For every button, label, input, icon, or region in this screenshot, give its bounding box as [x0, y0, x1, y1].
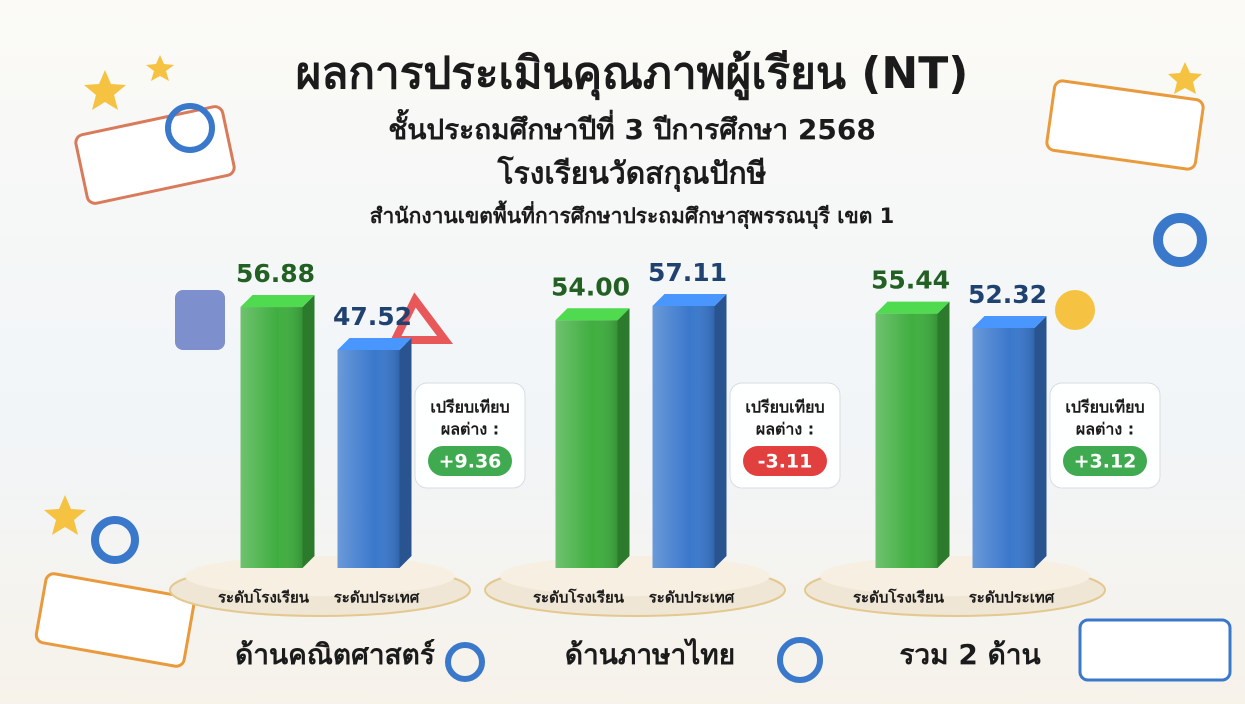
bar-top	[875, 301, 950, 314]
bar-shine	[337, 349, 400, 568]
category-label: ด้านภาษาไทย	[565, 638, 735, 671]
difference-label: +3.12	[1074, 451, 1137, 473]
bar-side	[937, 301, 950, 568]
comparison-label: ผลต่าง :	[441, 420, 499, 439]
series-label: ระดับโรงเรียน	[853, 588, 945, 607]
value-label: 57.11	[648, 258, 727, 287]
comparison-label: เปรียบเทียบ	[1065, 398, 1144, 417]
comparison-label: ผลต่าง :	[756, 420, 814, 439]
series-label: ระดับโรงเรียน	[218, 588, 310, 607]
bar-shine	[652, 306, 715, 568]
series-label: ระดับโรงเรียน	[533, 588, 625, 607]
comparison-label: เปรียบเทียบ	[430, 398, 509, 417]
value-label: 52.32	[968, 280, 1047, 309]
series-label: ระดับประเทศ	[649, 589, 735, 607]
bar-side	[1034, 315, 1047, 568]
bar-top	[555, 308, 630, 321]
category-label: ด้านคณิตศาสตร์	[235, 638, 435, 671]
bar-top	[972, 315, 1047, 328]
bar-top	[652, 294, 727, 306]
subtitle: โรงเรียนวัดสกุณปักษี	[497, 155, 767, 193]
subtitle: ชั้นประถมศึกษาปีที่ 3 ปีการศึกษา 2568	[388, 108, 876, 146]
difference-label: -3.11	[758, 451, 813, 473]
title: ผลการประเมินคุณภาพผู้เรียน (NT)	[296, 48, 969, 101]
bar-top	[337, 337, 412, 350]
value-label: 56.88	[236, 259, 315, 288]
comparison-label: เปรียบเทียบ	[745, 398, 824, 417]
bar-side	[302, 295, 315, 568]
bar-shine	[555, 320, 618, 568]
difference-badge	[1063, 446, 1147, 476]
bar-shine	[240, 307, 303, 568]
bar-side	[399, 337, 412, 568]
series-label: ระดับประเทศ	[969, 589, 1055, 607]
difference-badge	[743, 446, 827, 476]
bar-side	[617, 308, 630, 568]
decorations	[34, 55, 1232, 683]
plot: 56.88 ระดับโรงเรียน 47.52 ระดับประเทศ เปรียบ…	[169, 258, 1161, 671]
value-label: 54.00	[551, 272, 630, 301]
value-label: 55.44	[871, 266, 950, 295]
value-label: 47.52	[333, 302, 412, 331]
difference-badge	[428, 446, 512, 476]
bar-top	[240, 295, 315, 308]
subtitle: สำนักงานเขตพื้นที่การศึกษาประถมศึกษาสุพร…	[370, 200, 895, 230]
series-label: ระดับประเทศ	[334, 589, 420, 607]
bar-shine	[875, 313, 938, 568]
comparison-label: ผลต่าง :	[1076, 420, 1134, 439]
difference-label: +9.36	[439, 451, 502, 473]
bar-side	[714, 294, 727, 568]
bar-shine	[972, 327, 1035, 568]
category-label: รวม 2 ด้าน	[899, 638, 1040, 671]
